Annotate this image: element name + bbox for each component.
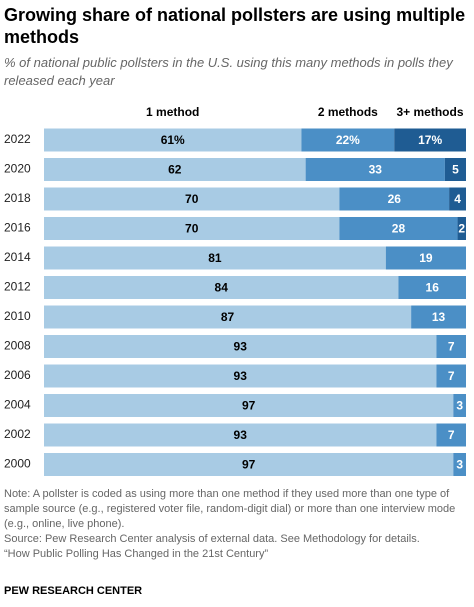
bar-segment — [44, 364, 437, 388]
y-tick-label: 2004 — [4, 398, 31, 412]
bar-segment — [436, 364, 466, 388]
y-tick-label: 2006 — [4, 368, 31, 382]
value-label: 13 — [432, 310, 446, 324]
notes: Note: A pollster is coded as using more … — [4, 487, 466, 562]
bar-segment — [449, 187, 466, 211]
legend-label: 2 methods — [318, 105, 378, 119]
bar-segment — [301, 128, 395, 152]
legend-label: 1 method — [146, 105, 199, 119]
bar-segment — [394, 128, 466, 152]
value-label: 7 — [448, 369, 455, 383]
y-tick-label: 2022 — [4, 132, 31, 146]
value-label: 70 — [185, 222, 199, 236]
value-label: 2 — [458, 222, 465, 236]
source-title: “How Public Polling Has Changed in the 2… — [4, 548, 269, 560]
value-label: 7 — [448, 428, 455, 442]
value-label: 33 — [369, 163, 383, 177]
value-label: 22% — [336, 133, 360, 147]
y-tick-label: 2016 — [4, 221, 31, 235]
value-label: 93 — [234, 369, 248, 383]
bar-segment — [44, 187, 340, 211]
bar-segment — [339, 187, 450, 211]
value-label: 62 — [168, 163, 182, 177]
y-tick-label: 2002 — [4, 427, 31, 441]
value-label: 7 — [448, 340, 455, 354]
value-label: 3 — [456, 399, 463, 413]
value-label: 97 — [242, 458, 256, 472]
value-label: 81 — [208, 251, 222, 265]
source: Source: Pew Research Center analysis of … — [4, 533, 420, 545]
legend-label: 3+ methods — [396, 105, 463, 119]
value-label: 4 — [454, 192, 461, 206]
bar-segment — [305, 158, 445, 181]
value-label: 26 — [388, 192, 402, 206]
value-label: 70 — [185, 192, 199, 206]
bar-segment — [44, 158, 306, 181]
y-tick-label: 2020 — [4, 162, 31, 176]
value-label: 93 — [234, 428, 248, 442]
y-tick-label: 2010 — [4, 309, 31, 323]
value-label: 28 — [392, 222, 406, 236]
value-label: 93 — [234, 340, 248, 354]
y-tick-label: 2014 — [4, 250, 31, 264]
bar-segment — [44, 394, 454, 417]
bar-segment — [411, 305, 466, 329]
bar-segment — [44, 305, 412, 329]
value-label: 3 — [456, 458, 463, 472]
bar-segment — [436, 335, 466, 358]
bar-segment — [385, 246, 466, 270]
bar-segment — [453, 453, 466, 476]
bar-segment — [453, 394, 466, 417]
bar-segment — [457, 217, 466, 240]
y-tick-label: 2008 — [4, 339, 31, 353]
value-label: 61% — [161, 133, 185, 147]
note: Note: A pollster is coded as using more … — [4, 488, 456, 530]
footer: PEW RESEARCH CENTER — [4, 585, 143, 597]
chart: 2022 61% 1 method 22% 2 methods 17% 3+ methods… — [4, 105, 466, 476]
bar-segment — [398, 276, 466, 299]
value-label: 5 — [452, 163, 459, 177]
value-label: 87 — [221, 310, 235, 324]
value-label: 17% — [418, 133, 442, 147]
bar-segment — [44, 246, 386, 270]
value-label: 19 — [419, 251, 433, 265]
bar-segment — [44, 217, 340, 240]
value-label: 16 — [426, 281, 440, 295]
bar-segment — [339, 217, 458, 240]
bar-segment — [44, 423, 437, 447]
y-tick-label: 2018 — [4, 191, 31, 205]
y-tick-label: 2012 — [4, 280, 31, 294]
bar-segment — [44, 453, 454, 476]
chart-subtitle: % of national public pollsters in the U.… — [4, 55, 453, 88]
bar-segment — [44, 335, 437, 358]
chart-title: Growing share of national pollsters are … — [4, 5, 466, 47]
bar-segment — [436, 423, 466, 447]
value-label: 97 — [242, 399, 256, 413]
value-label: 84 — [215, 281, 229, 295]
bar-segment — [44, 276, 399, 299]
bar-segment — [44, 128, 302, 152]
bar-segment — [444, 158, 466, 181]
y-tick-label: 2000 — [4, 457, 31, 471]
